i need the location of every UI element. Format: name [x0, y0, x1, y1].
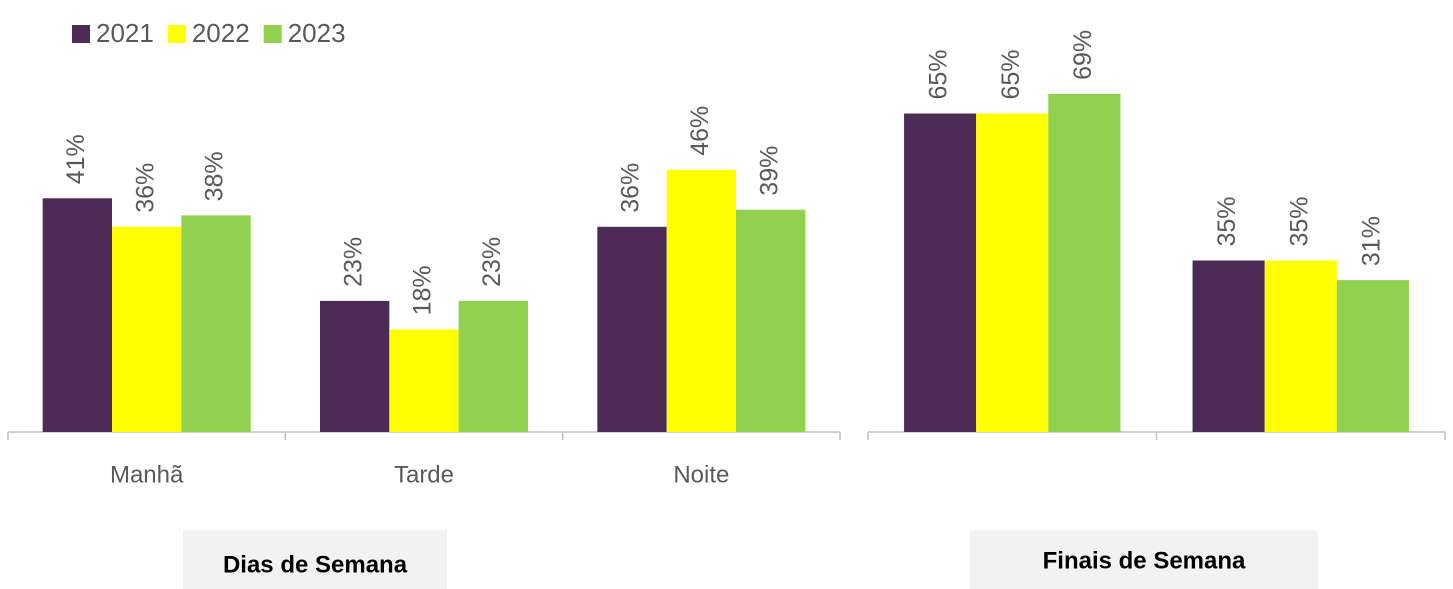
bar	[736, 209, 806, 432]
bar	[181, 215, 251, 432]
data-label: 23%	[478, 237, 506, 287]
title-box	[183, 530, 447, 589]
bar	[1048, 93, 1121, 433]
bar	[389, 329, 459, 432]
legend-swatch	[72, 25, 90, 43]
data-label: 65%	[997, 49, 1025, 99]
data-label: 18%	[409, 265, 437, 315]
bar	[458, 300, 528, 432]
bar	[666, 169, 736, 433]
chart-title: Finais de Semana	[1043, 547, 1246, 574]
bar	[597, 226, 667, 432]
legend-label: 2021	[96, 18, 154, 48]
legend-label: 2023	[288, 18, 346, 48]
bar	[1192, 260, 1265, 432]
chart-title: Dias de Semana	[223, 551, 408, 578]
legend-swatch	[167, 25, 186, 43]
data-label: 65%	[925, 49, 953, 99]
data-label: 46%	[686, 106, 714, 156]
x-tick-label: Manhã	[110, 461, 184, 488]
data-label: 41%	[62, 134, 90, 184]
x-tick-label: Tarde	[394, 461, 454, 488]
data-label: 36%	[617, 163, 645, 213]
data-label: 69%	[1069, 30, 1097, 80]
data-label: 23%	[339, 237, 367, 287]
bar	[976, 113, 1049, 432]
bar	[1264, 260, 1337, 432]
data-label: 39%	[755, 146, 783, 196]
title-box	[970, 530, 1318, 589]
bar	[42, 198, 112, 432]
x-tick-label: Noite	[673, 461, 729, 488]
bar	[904, 113, 977, 432]
bar	[320, 300, 390, 432]
data-label: 36%	[131, 163, 159, 213]
bar	[112, 226, 182, 432]
data-label: 35%	[1213, 196, 1241, 246]
data-label: 35%	[1285, 196, 1313, 246]
legend-label: 2022	[192, 18, 250, 48]
data-label: 38%	[201, 151, 229, 201]
bar	[1336, 280, 1409, 432]
legend-swatch	[263, 25, 282, 43]
data-label: 31%	[1357, 216, 1385, 266]
